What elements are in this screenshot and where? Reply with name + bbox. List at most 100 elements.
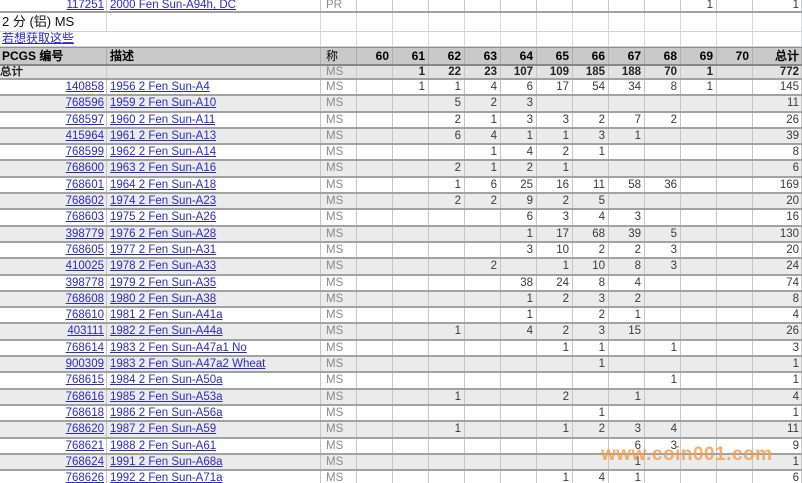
pcgs-number-link[interactable]: 117251 [66, 0, 104, 11]
coin-description-link[interactable]: 1964 2 Fen Sun-A18 [110, 178, 217, 191]
coin-description-link[interactable]: 1986 2 Fen Sun-A56a [110, 406, 223, 419]
grade-70-cell [717, 438, 753, 453]
grade-63-cell: 6 [465, 177, 501, 193]
pcgs-cell: 768603 [0, 210, 107, 225]
coin-description-link[interactable]: 1963 2 Fen Sun-A16 [110, 162, 217, 175]
pcgs-number-link[interactable]: 768616 [65, 390, 104, 403]
pcgs-number-link[interactable]: 768597 [65, 113, 104, 126]
total-cell: 16 [753, 210, 802, 225]
grade-64-cell: 1 [501, 226, 537, 241]
coin-description-link[interactable]: 2000 Fen Sun-A94h, DC [110, 0, 236, 11]
table-row: 768603 1975 2 Fen Sun-A26 MS 6 3 4 3 16 [0, 210, 802, 227]
grade-60-cell [357, 438, 393, 453]
pcgs-number-link[interactable]: 403111 [67, 325, 104, 338]
pcgs-number-link[interactable]: 140858 [65, 81, 104, 93]
grade-66-cell [573, 389, 609, 404]
coin-description-link[interactable]: 1980 2 Fen Sun-A38 [110, 292, 217, 305]
total-cell: 1 [753, 454, 802, 470]
grade-64-cell [501, 454, 537, 470]
pcgs-number-link[interactable]: 768615 [65, 374, 104, 387]
description-cell: 1977 2 Fen Sun-A31 [107, 242, 321, 258]
pcgs-number-link[interactable]: 768614 [65, 341, 104, 354]
grade-70-cell [717, 291, 753, 307]
grade-69-cell [681, 422, 717, 437]
coin-description-link[interactable]: 1984 2 Fen Sun-A50a [110, 374, 223, 387]
coin-description-link[interactable]: 1959 2 Fen Sun-A10 [110, 97, 217, 110]
grade-61-cell [393, 128, 429, 144]
grade-64-cell: 6 [501, 210, 537, 225]
grade-69-cell [681, 177, 717, 193]
description-cell: 1980 2 Fen Sun-A38 [107, 291, 321, 307]
coin-description-link[interactable]: 1979 2 Fen Sun-A35 [110, 276, 217, 289]
coin-description-link[interactable]: 1991 2 Fen Sun-A68a [110, 455, 223, 468]
grade-63-cell: 2 [465, 96, 501, 111]
coin-description-link[interactable]: 1977 2 Fen Sun-A31 [110, 243, 217, 256]
coin-description-link[interactable]: 1982 2 Fen Sun-A44a [110, 325, 223, 338]
grade-60-cell [357, 161, 393, 176]
pcgs-number-link[interactable]: 768618 [65, 406, 104, 419]
grade-67-cell: 1 [609, 471, 645, 483]
grade-68-cell: 3 [645, 242, 681, 258]
coin-description-link[interactable]: 1974 2 Fen Sun-A23 [110, 195, 217, 208]
pcgs-number-link[interactable]: 415964 [65, 129, 104, 142]
pcgs-number-link[interactable]: 398779 [65, 227, 104, 240]
coin-description-link[interactable]: 1983 2 Fen Sun-A47a1 No [110, 341, 247, 354]
pcgs-number-link[interactable]: 768620 [65, 423, 104, 436]
pcgs-cell: 768605 [0, 242, 107, 258]
total-cell: 9 [753, 438, 802, 453]
pcgs-cell: 768620 [0, 422, 107, 437]
pcgs-number-link[interactable]: 398778 [65, 276, 104, 289]
pcgs-number-link[interactable]: 768624 [65, 455, 104, 468]
obtain-these-link[interactable]: 若想获取这些 [2, 32, 75, 45]
pcgs-number-link[interactable]: 768601 [65, 178, 104, 191]
description-cell: 1959 2 Fen Sun-A10 [107, 96, 321, 111]
coin-description-link[interactable]: 1975 2 Fen Sun-A26 [110, 211, 217, 224]
grade-70-cell [717, 0, 753, 11]
column-header-pcgs: PCGS 编号 [0, 48, 107, 64]
coin-description-link[interactable]: 1962 2 Fen Sun-A14 [110, 146, 217, 159]
coin-description-link[interactable]: 1961 2 Fen Sun-A13 [110, 129, 217, 142]
grade-67-cell: 58 [609, 177, 645, 193]
grade-69-cell: 1 [681, 80, 717, 95]
coin-description-link[interactable]: 1987 2 Fen Sun-A59 [110, 423, 217, 436]
pcgs-number-link[interactable]: 768602 [65, 195, 104, 208]
pcgs-number-link[interactable]: 768603 [65, 211, 104, 224]
pcgs-number-link[interactable]: 768610 [65, 309, 104, 322]
grade-70-cell [717, 340, 753, 356]
coin-description-link[interactable]: 1978 2 Fen Sun-A33 [110, 260, 217, 273]
pcgs-number-link[interactable]: 410025 [65, 260, 104, 273]
coin-description-link[interactable]: 1976 2 Fen Sun-A28 [110, 227, 217, 240]
pcgs-number-link[interactable]: 900309 [65, 358, 104, 371]
coin-description-link[interactable]: 1956 2 Fen Sun-A4 [110, 81, 210, 93]
pcgs-number-link[interactable]: 768599 [65, 146, 104, 159]
table-row: 768626 1992 2 Fen Sun-A71a MS 1 4 1 6 [0, 471, 802, 483]
coin-description-link[interactable]: 1983 2 Fen Sun-A47a2 Wheat [110, 358, 266, 371]
grade-62-cell: 1 [429, 422, 465, 437]
column-header-70: 70 [717, 48, 753, 64]
grade-60-cell [357, 471, 393, 483]
grade-68-cell: 3 [645, 438, 681, 453]
pcgs-number-link[interactable]: 768608 [65, 292, 104, 305]
grade-70-cell [717, 242, 753, 258]
description-cell: 1983 2 Fen Sun-A47a2 Wheat [107, 357, 321, 372]
coin-description-link[interactable]: 1985 2 Fen Sun-A53a [110, 390, 223, 403]
pcgs-cell: 768618 [0, 405, 107, 421]
coin-description-link[interactable]: 1960 2 Fen Sun-A11 [110, 113, 216, 126]
pcgs-number-link[interactable]: 768596 [65, 97, 104, 110]
grade-60-cell [357, 194, 393, 209]
coin-description-link[interactable]: 1988 2 Fen Sun-A61 [110, 439, 217, 452]
pcgs-cell: 768614 [0, 340, 107, 356]
grade-66-cell [573, 96, 609, 111]
grade-62-cell [429, 373, 465, 388]
pcgs-number-link[interactable]: 768600 [65, 162, 104, 175]
grade-63-cell [465, 438, 501, 453]
grade-64-cell: 3 [501, 242, 537, 258]
pcgs-number-link[interactable]: 768621 [65, 439, 104, 452]
coin-description-link[interactable]: 1981 2 Fen Sun-A41a [110, 309, 223, 322]
grade-61-cell [393, 259, 429, 274]
pcgs-cell: 768616 [0, 389, 107, 404]
pcgs-number-link[interactable]: 768626 [65, 472, 104, 483]
pcgs-number-link[interactable]: 768605 [65, 243, 104, 256]
grade-60-cell [357, 373, 393, 388]
coin-description-link[interactable]: 1992 2 Fen Sun-A71a [110, 472, 223, 483]
